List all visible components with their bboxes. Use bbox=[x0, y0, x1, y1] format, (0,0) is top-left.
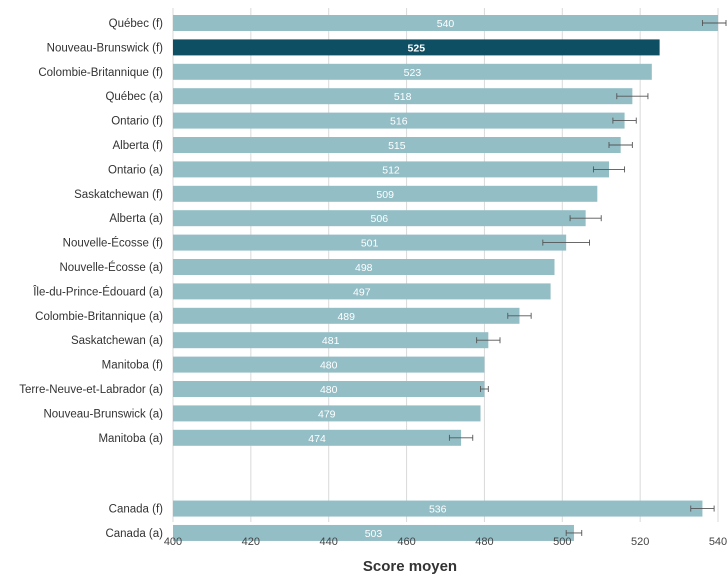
data-label: 536 bbox=[429, 504, 447, 516]
category-label: Ontario (a) bbox=[108, 164, 163, 176]
data-label: 518 bbox=[394, 91, 412, 103]
data-label: 516 bbox=[390, 116, 408, 128]
bar bbox=[173, 259, 555, 275]
bar bbox=[173, 381, 485, 397]
data-label: 503 bbox=[365, 528, 383, 540]
error-bar bbox=[690, 505, 715, 512]
bar bbox=[173, 332, 489, 349]
category-label: Ontario (f) bbox=[111, 116, 163, 128]
x-tick-label: 540 bbox=[709, 536, 727, 548]
x-axis-title: Score moyen bbox=[363, 558, 457, 575]
error-bar bbox=[569, 215, 602, 222]
bars bbox=[173, 15, 718, 541]
data-label: 479 bbox=[318, 408, 336, 420]
category-label: Québec (f) bbox=[109, 18, 163, 30]
error-bar bbox=[448, 434, 474, 441]
bar bbox=[173, 161, 609, 178]
category-label: Canada (a) bbox=[105, 528, 163, 540]
data-label: 501 bbox=[361, 238, 379, 250]
x-tick-label: 500 bbox=[553, 536, 571, 548]
bar bbox=[173, 356, 485, 373]
category-label: Canada (f) bbox=[109, 504, 164, 516]
bar bbox=[173, 500, 703, 517]
x-tick-label: 480 bbox=[475, 536, 493, 548]
x-axis-ticks: 400 420 440 460 480 500 520 540 bbox=[164, 536, 727, 548]
error-bars bbox=[448, 20, 727, 536]
data-label: 506 bbox=[371, 213, 389, 225]
bar bbox=[173, 429, 462, 446]
data-label: 509 bbox=[376, 189, 394, 201]
bar bbox=[173, 39, 660, 56]
bar bbox=[173, 405, 481, 422]
data-label: 512 bbox=[382, 164, 400, 176]
bar bbox=[173, 185, 598, 202]
category-label: Alberta (a) bbox=[109, 213, 163, 225]
data-label: 523 bbox=[404, 67, 422, 79]
category-label: Nouvelle-Écosse (a) bbox=[59, 261, 163, 274]
category-label: Colombie-Britannique (f) bbox=[38, 67, 163, 79]
bar bbox=[173, 15, 718, 31]
category-label: Nouveau-Brunswick (a) bbox=[43, 408, 163, 420]
x-tick-label: 420 bbox=[242, 536, 260, 548]
error-bar bbox=[476, 337, 501, 344]
x-tick-label: 460 bbox=[397, 536, 415, 548]
bar bbox=[173, 524, 574, 541]
error-bar bbox=[480, 386, 489, 392]
category-label: Nouveau-Brunswick (f) bbox=[47, 42, 163, 54]
category-label: Manitoba (f) bbox=[102, 360, 164, 372]
bar bbox=[173, 63, 652, 80]
bar bbox=[173, 112, 625, 129]
x-tick-label: 400 bbox=[164, 536, 182, 548]
error-bar bbox=[592, 166, 626, 173]
data-label: 474 bbox=[308, 433, 326, 445]
data-label: 540 bbox=[437, 18, 455, 30]
data-label: 498 bbox=[355, 262, 373, 274]
category-label: Manitoba (a) bbox=[98, 433, 163, 445]
error-bar bbox=[701, 20, 727, 26]
bar bbox=[173, 210, 586, 227]
data-label: 489 bbox=[337, 311, 355, 323]
category-label: Alberta (f) bbox=[113, 140, 164, 152]
data-label: 497 bbox=[353, 286, 371, 298]
error-bar bbox=[608, 142, 633, 148]
error-bar bbox=[616, 93, 649, 100]
error-bar bbox=[565, 529, 583, 536]
category-label: Île-du-Prince-Édouard (a) bbox=[32, 285, 163, 298]
category-label: Saskatchewan (a) bbox=[71, 335, 163, 347]
category-label: Colombie-Britannique (a) bbox=[35, 311, 163, 323]
category-label: Saskatchewan (f) bbox=[74, 189, 163, 201]
data-labels: 540 525 523 518 516 515 512 509 506 501 498 497 489 4… bbox=[308, 18, 454, 540]
bar bbox=[173, 137, 621, 153]
data-label: 525 bbox=[408, 42, 426, 54]
x-tick-label: 440 bbox=[320, 536, 338, 548]
category-label: Nouvelle-Écosse (f) bbox=[63, 237, 164, 250]
bar bbox=[173, 88, 633, 105]
bar bbox=[173, 234, 567, 251]
error-bar bbox=[612, 117, 637, 124]
category-labels: Québec (f) Nouveau-Brunswick (f) Colombie-… bbox=[19, 18, 163, 540]
category-label: Québec (a) bbox=[105, 91, 163, 103]
error-bar bbox=[507, 312, 532, 319]
data-label: 481 bbox=[322, 335, 340, 347]
category-label: Terre-Neuve-et-Labrador (a) bbox=[19, 384, 163, 396]
data-label: 480 bbox=[320, 360, 338, 372]
data-label: 515 bbox=[388, 140, 406, 152]
x-tick-label: 520 bbox=[631, 536, 649, 548]
data-label: 480 bbox=[320, 384, 338, 396]
bar bbox=[173, 283, 551, 300]
bar bbox=[173, 307, 520, 324]
error-bar bbox=[542, 239, 590, 246]
